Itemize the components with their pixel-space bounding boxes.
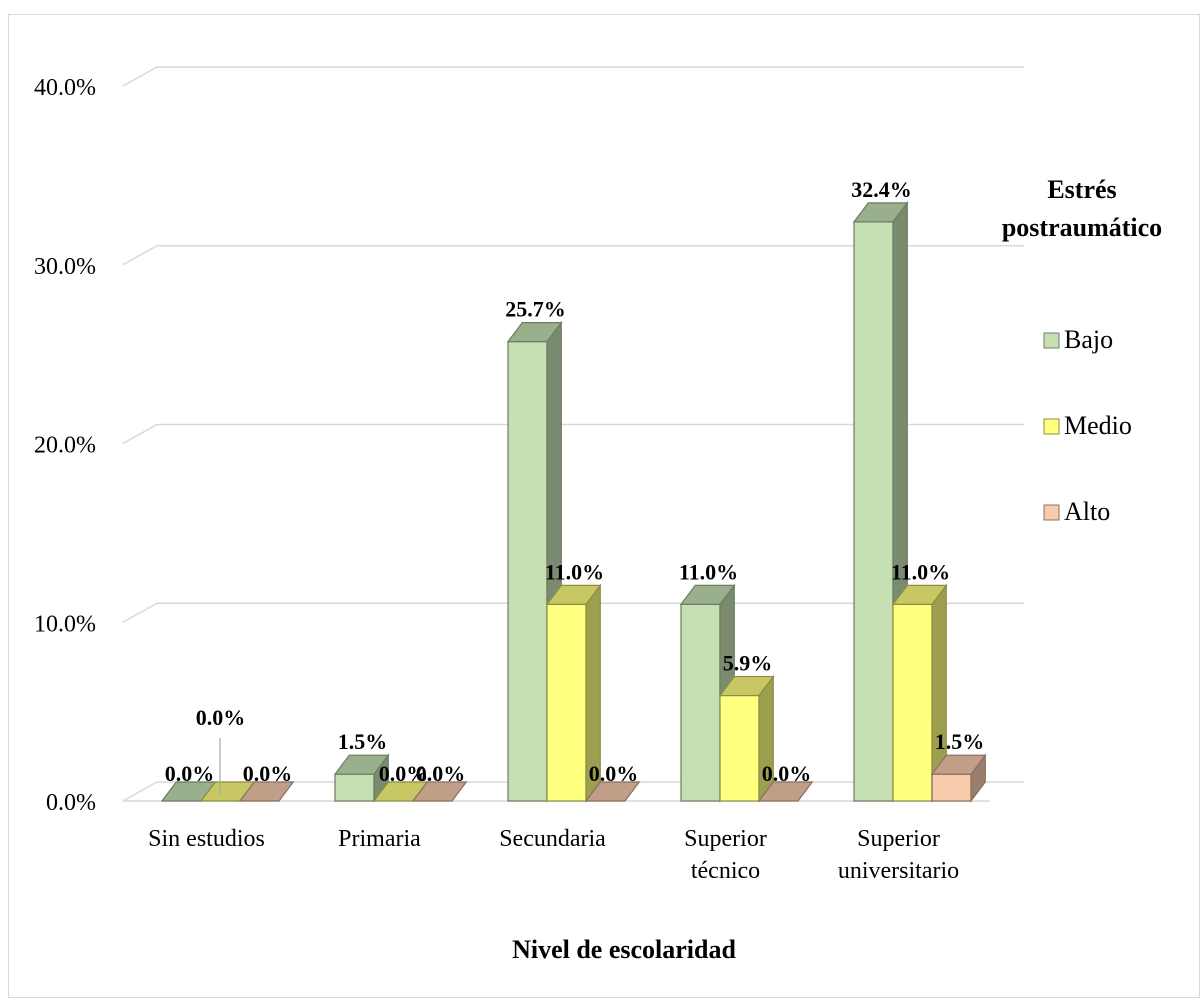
legend-swatch	[1043, 418, 1060, 435]
y-tick-label: 20.0%	[34, 433, 96, 459]
x-tick-label: Sin estudios	[148, 826, 265, 852]
gridline	[122, 245, 1024, 266]
bar-alto-top	[238, 781, 295, 802]
bar-medio-top	[545, 584, 602, 605]
bar-alto-top	[930, 754, 987, 775]
x-tick-label: Superior	[684, 826, 767, 852]
x-tick-label: Superior	[857, 826, 940, 852]
bar-medio-front	[546, 603, 587, 802]
y-tick-label: 30.0%	[34, 254, 96, 280]
y-axis-ticks: 0.0% 10.0% 20.0% 30.0% 40.0%	[34, 75, 96, 816]
bar-alto-top	[584, 781, 641, 802]
data-label: 0.0%	[196, 705, 246, 730]
data-label: 0.0%	[589, 761, 639, 786]
data-label: 11.0%	[545, 559, 604, 584]
data-labels: 0.0%0.0%0.0%1.5%0.0%0.0%25.7%11.0%0.0%11…	[165, 177, 985, 786]
legend-label: Medio	[1064, 411, 1132, 440]
data-label: 0.0%	[165, 761, 215, 786]
bar-alto-top	[411, 781, 468, 802]
gridline	[122, 66, 1024, 87]
bar-medio-top	[718, 675, 775, 697]
data-label: 32.4%	[851, 177, 912, 202]
chart-area	[8, 14, 1200, 998]
data-label: 0.0%	[243, 761, 293, 786]
bar-bajo-top	[852, 202, 909, 223]
data-label: 5.9%	[723, 651, 773, 676]
x-tick-label: técnico	[691, 858, 760, 884]
y-tick-label: 10.0%	[34, 611, 96, 637]
bar-medio-front	[892, 603, 933, 802]
x-tick-label: Primaria	[338, 826, 421, 852]
data-label: 1.5%	[935, 729, 985, 754]
bar-bajo-front	[334, 773, 375, 802]
data-label: 0.0%	[379, 761, 429, 786]
legend-swatch	[1043, 504, 1060, 521]
legend-label: Alto	[1064, 497, 1110, 526]
data-label: 25.7%	[505, 297, 566, 322]
bar-bajo-front	[680, 603, 721, 802]
legend-label: Bajo	[1064, 325, 1113, 354]
bar-medio-top	[891, 584, 948, 605]
bars	[160, 201, 987, 803]
bar-bajo-top	[333, 754, 390, 775]
bar-bajo-front	[853, 221, 894, 802]
bar-medio-front	[719, 694, 760, 802]
legend-title: postraumático	[1002, 213, 1162, 242]
legend-title: Estrés	[1047, 175, 1116, 204]
data-label: 1.5%	[338, 729, 388, 754]
gridline	[122, 602, 1024, 623]
y-tick-label: 0.0%	[46, 790, 96, 816]
x-axis-categories: Sin estudios Primaria Secundaria Superior té…	[148, 826, 959, 884]
data-label: 11.0%	[679, 559, 738, 584]
bar-alto-top	[757, 781, 814, 802]
bar-bajo-top	[679, 584, 736, 605]
bar-bajo-front	[507, 341, 548, 802]
gridline	[122, 423, 1024, 445]
y-tick-label: 40.0%	[34, 75, 96, 101]
x-tick-label: Secundaria	[499, 826, 606, 852]
x-axis-title: Nivel de escolaridad	[512, 935, 736, 964]
data-label: 0.0%	[416, 761, 466, 786]
bar-alto-front	[931, 773, 972, 802]
x-tick-label: universitario	[838, 858, 959, 884]
data-label: 0.0%	[762, 761, 812, 786]
bar-bajo-top	[506, 322, 563, 343]
legend-swatch	[1043, 332, 1060, 349]
legend: Estrés postraumático Bajo Medio Alto	[1002, 175, 1162, 526]
data-label: 11.0%	[891, 559, 950, 584]
